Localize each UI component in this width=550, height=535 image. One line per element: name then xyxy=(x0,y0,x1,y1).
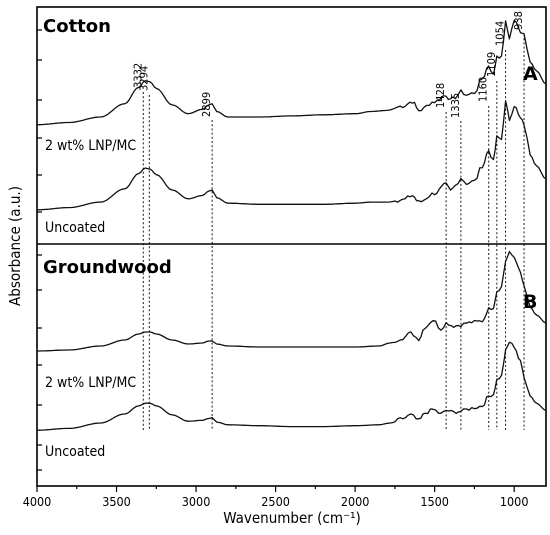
y-axis-label: Absorbance (a.u.) xyxy=(6,186,24,306)
spectrum-line-b-coated xyxy=(37,250,547,352)
panel-a-coated-label: 2 wt% LNP/MC xyxy=(45,138,136,154)
x-axis: 4000 3500 3000 2500 2000 1500 1000 xyxy=(23,486,529,509)
x-axis-label: Wavenumber (cm⁻¹) xyxy=(223,509,361,527)
peak-label-1160: 1160 xyxy=(477,77,490,102)
x-tick-label-2000: 2000 xyxy=(341,494,370,509)
x-tick-label-3000: 3000 xyxy=(182,494,211,509)
peak-label-3332: 3332 xyxy=(131,63,144,88)
panel-a-letter: A xyxy=(523,63,538,85)
panel-a-title: Cotton xyxy=(43,16,111,37)
panel-b-title: Groundwood xyxy=(43,257,172,278)
y-axis-ticks xyxy=(37,29,42,471)
plot-frame xyxy=(36,6,547,487)
peak-label-1335: 1335 xyxy=(449,93,462,118)
panel-b-uncoated-label: Uncoated xyxy=(45,444,105,460)
spectrum-line-a-coated xyxy=(37,19,547,126)
spectrum-line-b-uncoated xyxy=(37,341,547,431)
x-tick-label-1500: 1500 xyxy=(420,494,449,509)
peak-label-3294: 3294 xyxy=(137,66,150,91)
x-tick-label-4000: 4000 xyxy=(23,494,52,509)
x-tick-label-2500: 2500 xyxy=(261,494,290,509)
peak-label-1428: 1428 xyxy=(434,83,447,108)
spectrum-line-a-uncoated xyxy=(37,100,547,211)
panel-a-uncoated-label: Uncoated xyxy=(45,220,105,236)
peak-marker-lines xyxy=(142,34,525,430)
x-tick-label-3500: 3500 xyxy=(102,494,131,509)
panel-b-letter: B xyxy=(523,291,537,313)
panel-b-coated-label: 2 wt% LNP/MC xyxy=(45,375,136,391)
peak-label-2899: 2899 xyxy=(200,92,213,117)
spectra-group xyxy=(37,19,547,431)
peak-label-1109: 1109 xyxy=(485,52,498,77)
peak-label-938: 938 xyxy=(512,11,525,30)
x-tick-label-1000: 1000 xyxy=(500,494,529,509)
peak-label-1054: 1054 xyxy=(494,21,507,46)
